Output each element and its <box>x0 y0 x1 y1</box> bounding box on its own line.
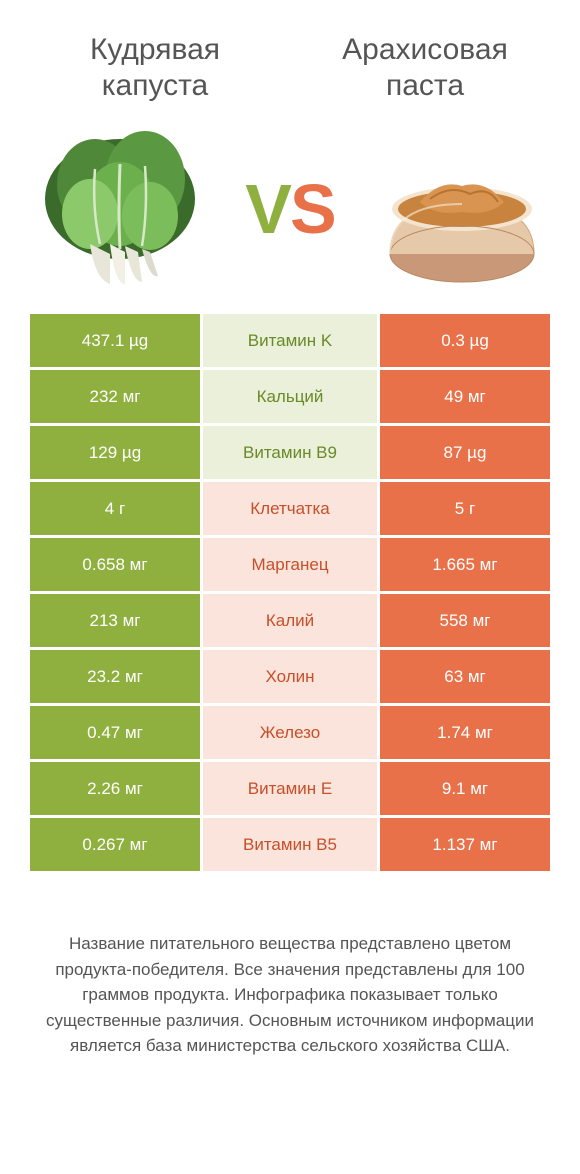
table-row: 213 мгКалий558 мг <box>30 594 550 647</box>
kale-icon <box>30 124 210 294</box>
table-row: 4 гКлетчатка5 г <box>30 482 550 535</box>
value-left: 23.2 мг <box>30 650 200 703</box>
peanut-butter-icon <box>370 124 550 294</box>
nutrient-label: Витамин E <box>203 762 377 815</box>
infographic-root: Кудрявая капуста Арахисовая паста VS <box>0 0 580 1059</box>
value-right: 9.1 мг <box>380 762 550 815</box>
title-left: Кудрявая капуста <box>40 32 270 104</box>
nutrient-label: Витамин B9 <box>203 426 377 479</box>
table-row: 0.658 мгМарганец1.665 мг <box>30 538 550 591</box>
nutrient-label: Железо <box>203 706 377 759</box>
value-right: 87 µg <box>380 426 550 479</box>
title-right: Арахисовая паста <box>310 32 540 104</box>
table-row: 2.26 мгВитамин E9.1 мг <box>30 762 550 815</box>
value-right: 63 мг <box>380 650 550 703</box>
header: Кудрявая капуста Арахисовая паста <box>0 0 580 124</box>
value-right: 1.665 мг <box>380 538 550 591</box>
vs-v: V <box>245 170 290 248</box>
value-left: 0.47 мг <box>30 706 200 759</box>
value-left: 437.1 µg <box>30 314 200 367</box>
value-left: 4 г <box>30 482 200 535</box>
table-row: 0.267 мгВитамин B51.137 мг <box>30 818 550 871</box>
nutrient-label: Витамин B5 <box>203 818 377 871</box>
vs-s: S <box>290 170 335 248</box>
value-left: 0.658 мг <box>30 538 200 591</box>
table-row: 0.47 мгЖелезо1.74 мг <box>30 706 550 759</box>
value-right: 1.137 мг <box>380 818 550 871</box>
value-left: 213 мг <box>30 594 200 647</box>
table-row: 129 µgВитамин B987 µg <box>30 426 550 479</box>
value-left: 232 мг <box>30 370 200 423</box>
nutrient-label: Клетчатка <box>203 482 377 535</box>
value-right: 49 мг <box>380 370 550 423</box>
images-row: VS <box>0 124 580 314</box>
table-row: 23.2 мгХолин63 мг <box>30 650 550 703</box>
nutrient-label: Марганец <box>203 538 377 591</box>
vs-label: VS <box>245 169 334 249</box>
value-right: 558 мг <box>380 594 550 647</box>
value-right: 5 г <box>380 482 550 535</box>
nutrient-label: Витамин K <box>203 314 377 367</box>
comparison-table: 437.1 µgВитамин K0.3 µg232 мгКальций49 м… <box>30 314 550 871</box>
nutrient-label: Калий <box>203 594 377 647</box>
table-row: 232 мгКальций49 мг <box>30 370 550 423</box>
value-left: 2.26 мг <box>30 762 200 815</box>
footnote: Название питательного вещества представл… <box>30 931 550 1059</box>
table-row: 437.1 µgВитамин K0.3 µg <box>30 314 550 367</box>
nutrient-label: Кальций <box>203 370 377 423</box>
nutrient-label: Холин <box>203 650 377 703</box>
value-right: 1.74 мг <box>380 706 550 759</box>
value-left: 129 µg <box>30 426 200 479</box>
value-left: 0.267 мг <box>30 818 200 871</box>
value-right: 0.3 µg <box>380 314 550 367</box>
